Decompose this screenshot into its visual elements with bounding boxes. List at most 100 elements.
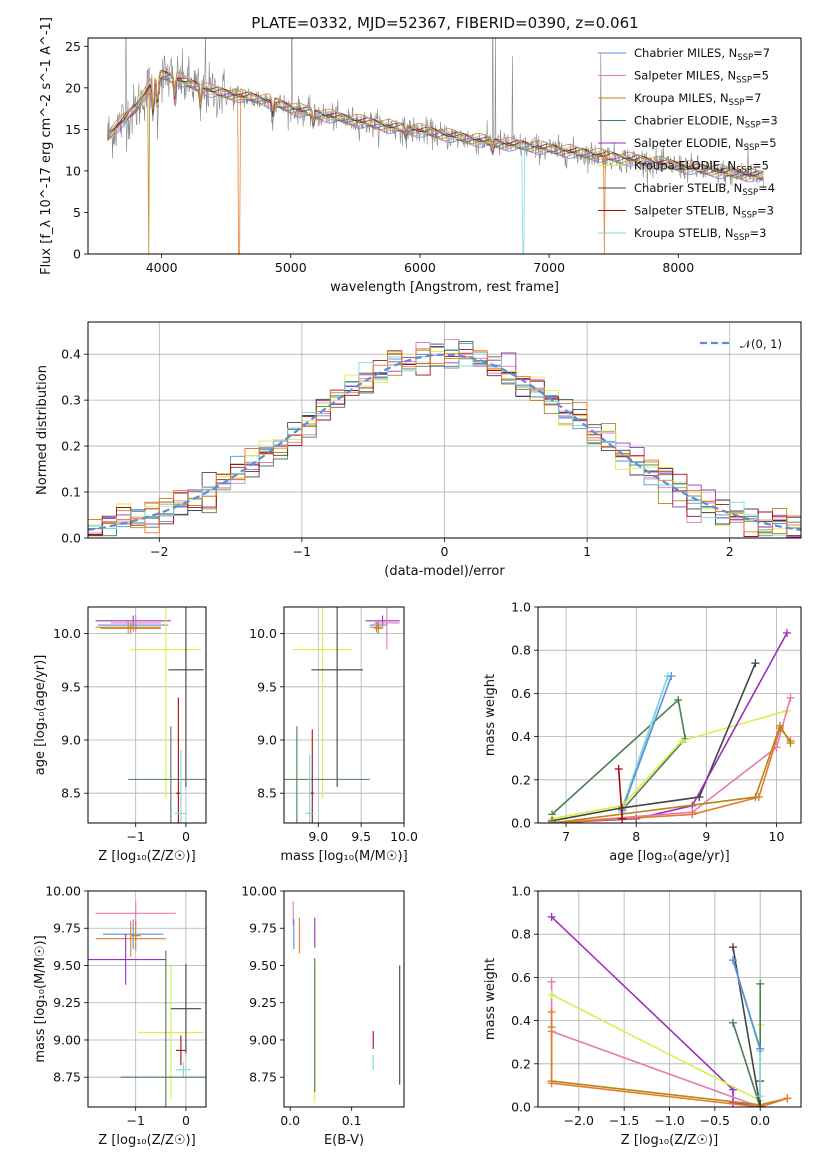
axes-frame [283, 606, 405, 824]
y-tick-label: 8.75 [53, 1070, 81, 1085]
errorbar-kroupa-miles [374, 622, 383, 634]
errorbar-salpeter-elodie [365, 615, 400, 627]
x-tick-label: 10 [769, 829, 785, 844]
errorbar-kroupa-elodie [292, 607, 353, 799]
age-vs-mass-panel: 9.0 9.5 10.0 8.5 9.0 9.5 10.0 mass [log₁₀(M/M☉)… [249, 606, 418, 864]
errorbar-chabrier-miles [103, 919, 164, 950]
errorbar-chabrier-elodie [128, 726, 206, 823]
errorbar-salpeter-elodie [88, 934, 166, 985]
errorbar-orange [369, 621, 384, 633]
weight-lines [548, 628, 795, 823]
y-tick-label: 9.75 [53, 921, 81, 936]
x-axis-label: Z [log₁₀(Z/Z☉)] [98, 849, 195, 864]
errorbars [284, 607, 400, 823]
weight-marker-salpeter-miles [547, 977, 556, 986]
weight-line-chabrier-miles [732, 959, 761, 1049]
y-tick-label: 9.50 [53, 958, 81, 973]
weight-marker-orange [547, 1079, 556, 1088]
weight-marker-orange [688, 810, 697, 819]
x-tick-label: 9.0 [308, 829, 328, 844]
errorbar-chabrier-elodie [120, 950, 206, 1107]
x-tick-label: 5000 [275, 260, 307, 275]
x-tick-label: 2 [726, 544, 734, 559]
weight-marker-salpeter-miles [786, 693, 795, 702]
errorbar-kroupa-stelib [174, 749, 187, 823]
weight-marker-kroupa-elodie [677, 736, 686, 745]
errorbar-salpeter-stelib [175, 697, 181, 823]
model-spectrum-chabrier-stelib [107, 70, 764, 177]
x-tick-label: 0.0 [750, 1113, 770, 1128]
y-tick-label: 8.75 [249, 1070, 277, 1085]
y-tick-label: 0.2 [511, 1056, 531, 1071]
y-tick-label: 9.75 [249, 921, 277, 936]
y-tick-label: 9.25 [53, 995, 81, 1010]
x-tick-label: 6000 [404, 260, 436, 275]
weight-marker-kroupa-miles [548, 819, 557, 823]
errorbar-chabrier-elodie [284, 726, 370, 823]
mass-vs-metallicity-panel: −1 0 8.75 9.00 9.25 9.50 9.75 10.00 Z [log₁₀(Z/Z… [33, 884, 207, 1148]
model-spectrum-orange [107, 71, 764, 254]
errorbars [292, 901, 401, 1103]
legend-label-kroupa-miles: Kroupa MILES, NSSP=7 [634, 91, 761, 108]
weight-marker-salpeter-elodie [547, 912, 556, 921]
x-tick-label: 10.0 [390, 829, 418, 844]
weight-marker-orange [547, 1007, 556, 1016]
figure-title: PLATE=0332, MJD=52367, FIBERID=0390, z=0… [251, 14, 638, 32]
legend-label-salpeter-stelib: Salpeter STELIB, NSSP=3 [634, 204, 774, 221]
x-tick-label: 0 [182, 1113, 190, 1128]
y-tick-label: 9.0 [257, 733, 277, 748]
x-tick-label: 0 [441, 544, 449, 559]
errorbar-kroupa-miles [100, 622, 161, 634]
x-tick-label: −1 [126, 829, 144, 844]
y-tick-label: 9.00 [53, 1032, 81, 1047]
x-tick-label: 4000 [146, 260, 178, 275]
mass-vs-extinction-panel: 0.0 0.1 8.75 9.00 9.25 9.50 9.75 10.00 E(B-V) [241, 884, 405, 1148]
weight-marker-chabrier-elodie [728, 1018, 737, 1027]
y-tick-label: 0.4 [511, 729, 531, 744]
weight-line-chabrier-elodie [551, 698, 687, 815]
legend-label-normal: 𝒩(0, 1) [740, 337, 782, 351]
y-tick-label: 0.0 [511, 1100, 531, 1115]
model-spectrum-salpeter-miles [107, 76, 764, 181]
errorbar-kroupa-elodie [130, 607, 201, 799]
x-tick-label: 9.5 [351, 829, 371, 844]
errorbar-orange [95, 920, 166, 957]
weight-marker-chabrier-stelib [751, 659, 760, 668]
age-vs-metallicity-panel: −1 0 8.5 9.0 9.5 10.0 Z [log₁₀(Z/Z☉)] age [log₁… [33, 606, 207, 864]
histogram-chabrier-elodie [88, 341, 801, 537]
x-tick-label: −2 [150, 544, 168, 559]
errorbar-kroupa-stelib [175, 1062, 191, 1078]
errorbars [95, 607, 206, 823]
weight-lines [547, 912, 792, 1107]
axes-frame [537, 606, 802, 824]
x-tick-label: −1 [126, 1113, 144, 1128]
weight-line-salpeter-stelib [617, 768, 623, 819]
weight-marker-kroupa-elodie [547, 990, 556, 999]
y-tick-label: 8.5 [61, 786, 81, 801]
x-axis-label: (data-model)/error [384, 564, 505, 579]
weight-marker-chabrier-elodie [674, 695, 683, 704]
axes-frame [87, 37, 802, 255]
x-tick-label: 0.1 [342, 1113, 362, 1128]
x-tick-label: −1 [293, 544, 311, 559]
weight-vs-age-panel: 7 8 9 10 0.0 0.2 0.4 0.6 0.8 1.0 age [log₁₀(age/yr… [483, 600, 802, 864]
normal-distribution-curve [88, 353, 801, 531]
x-tick-label: 0 [182, 829, 190, 844]
legend-label-chabrier-miles: Chabrier MILES, NSSP=7 [634, 46, 770, 63]
histogram-steps [88, 338, 801, 538]
y-axis-label: Normed distribution [35, 365, 50, 495]
y-tick-label: 10.0 [249, 626, 277, 641]
y-tick-label: 10.0 [53, 626, 81, 641]
errorbar-salpeter-stelib [310, 729, 314, 823]
x-axis-label: mass [log₁₀(M/M☉)] [280, 849, 407, 864]
y-tick-label: 1.0 [511, 884, 531, 899]
x-tick-label: −2.0 [564, 1113, 594, 1128]
x-tick-label: 0.0 [280, 1113, 300, 1128]
y-tick-label: 5 [73, 205, 81, 220]
weight-marker-chabrier-miles [667, 672, 676, 681]
weight-marker-kroupa-miles [751, 793, 760, 802]
legend-label-chabrier-stelib: Chabrier STELIB, NSSP=4 [634, 181, 775, 198]
x-tick-label: 9 [702, 829, 710, 844]
y-tick-label: 0.4 [511, 1013, 531, 1028]
y-tick-label: 20 [65, 80, 81, 95]
